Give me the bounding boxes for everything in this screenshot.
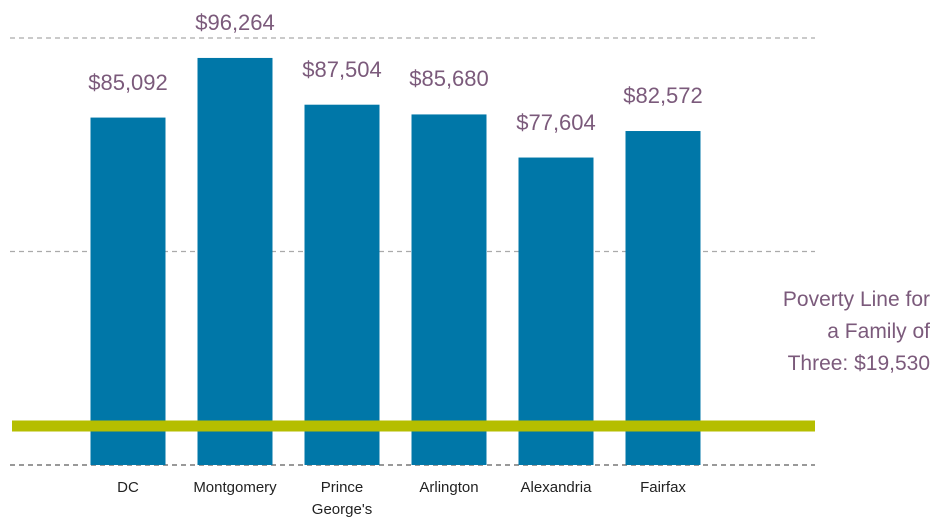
value-label: $85,092 — [88, 69, 168, 95]
bar — [625, 131, 701, 465]
x-tick-label: Fairfax — [640, 479, 686, 496]
x-tick-label: Montgomery — [193, 479, 277, 496]
bar — [304, 104, 380, 466]
x-tick-label: Alexandria — [520, 479, 592, 496]
x-tick-label: Arlington — [419, 479, 479, 496]
value-label: $82,572 — [623, 83, 703, 109]
bar — [518, 157, 594, 466]
x-tick-label: DC — [117, 479, 139, 496]
annotation-line: a Family of — [827, 320, 930, 343]
x-tick-label: Prince George's — [311, 479, 373, 518]
bar — [411, 114, 487, 466]
value-label: $85,680 — [409, 66, 489, 92]
value-label: $87,504 — [302, 56, 382, 82]
annotation-line: Three: $19,530 — [787, 352, 930, 375]
annotation-line: Poverty Line for — [782, 288, 930, 311]
value-label: $77,604 — [516, 109, 596, 135]
value-label: $96,264 — [195, 9, 275, 35]
annotation: Poverty Line for a Family of Three: $19,53… — [783, 284, 930, 380]
bar — [197, 57, 273, 466]
bar — [90, 117, 166, 466]
